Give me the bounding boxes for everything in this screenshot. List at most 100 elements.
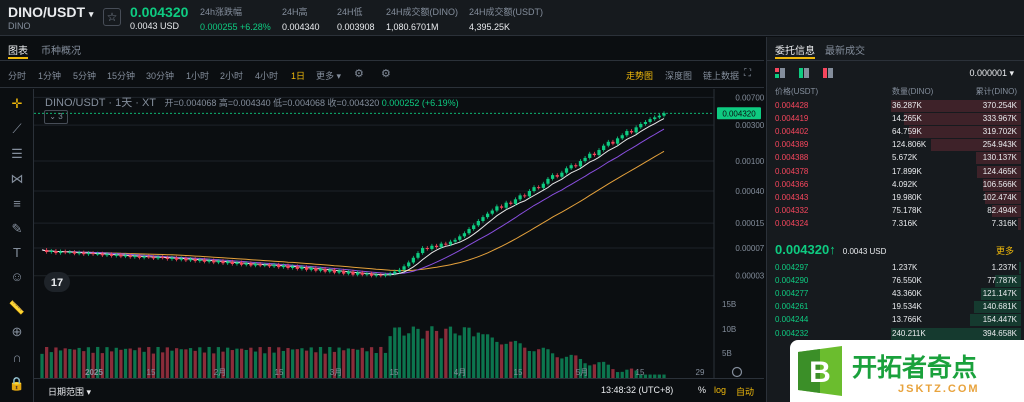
- volume-bar: [142, 351, 146, 378]
- text-icon[interactable]: T: [13, 245, 21, 260]
- ask-row[interactable]: 0.004428 36.287K 370.254K: [767, 99, 1024, 112]
- bid-row[interactable]: 0.004232 240.211K 394.658K: [767, 327, 1024, 340]
- candle-body: [360, 272, 364, 275]
- ask-amount: 5.672K: [892, 153, 918, 163]
- bid-price: 0.004290: [775, 276, 809, 286]
- view-onchain-data[interactable]: 链上数据: [703, 71, 740, 81]
- date-range-selector[interactable]: 日期范围 ▾: [48, 387, 92, 397]
- candle-body: [657, 115, 661, 118]
- candle-body: [564, 168, 569, 173]
- bid-row[interactable]: 0.004290 76.550K 77.787K: [767, 274, 1024, 288]
- interval-line[interactable]: 分时: [8, 71, 27, 81]
- ask-row[interactable]: 0.004366 4.092K 106.566K: [767, 178, 1024, 191]
- interval-4h[interactable]: 4小时: [255, 71, 279, 81]
- ruler-icon[interactable]: 📏: [8, 300, 26, 315]
- ask-row[interactable]: 0.004389 124.806K 254.943K: [767, 138, 1024, 152]
- favorite-star-icon[interactable]: ☆: [103, 8, 121, 26]
- crosshair-icon[interactable]: ✛: [11, 96, 23, 111]
- volume-bar: [444, 328, 448, 378]
- volume-bar: [629, 368, 634, 378]
- interval-15m[interactable]: 15分钟: [107, 71, 136, 81]
- candle-body: [207, 260, 211, 262]
- ma-short-line: [41, 118, 665, 276]
- candle-body: [532, 187, 536, 191]
- interval-5m[interactable]: 5分钟: [73, 71, 97, 81]
- interval-1m[interactable]: 1分钟: [38, 71, 62, 81]
- volume-bar: [476, 332, 480, 378]
- magnet-icon[interactable]: ∩: [12, 350, 22, 365]
- trend-line-icon[interactable]: ⟋: [12, 121, 22, 136]
- settings-gear-icon[interactable]: ⚙: [381, 68, 391, 80]
- ask-amount: 7.316K: [892, 218, 918, 228]
- tab-recent-trades[interactable]: 最新成交: [825, 46, 865, 57]
- asks-only-mode-icon[interactable]: [823, 68, 833, 78]
- pattern-icon[interactable]: ⋈: [10, 171, 24, 186]
- bid-row[interactable]: 0.004297 1.237K 1.237K: [767, 261, 1024, 274]
- ask-row[interactable]: 0.004324 7.316K 7.316K: [767, 217, 1024, 230]
- brush-icon[interactable]: ✎: [11, 221, 23, 236]
- tab-chart[interactable]: 图表: [8, 42, 28, 59]
- indicator-toggle[interactable]: ⌄ 3: [44, 110, 68, 124]
- legend-high: 高=0.004340: [218, 98, 271, 108]
- candle-body: [541, 183, 545, 188]
- ask-row[interactable]: 0.004402 64.759K 319.702K: [767, 125, 1024, 139]
- candle-body: [272, 264, 276, 267]
- ask-row[interactable]: 0.004332 75.178K 82.494K: [767, 204, 1024, 217]
- indicator-settings-icon[interactable]: ⚙: [354, 68, 364, 80]
- interval-1h[interactable]: 1小时: [186, 71, 210, 81]
- ask-row[interactable]: 0.004388 5.672K 130.137K: [767, 151, 1024, 165]
- fullscreen-icon[interactable]: ⛶: [744, 68, 751, 79]
- zoom-in-icon[interactable]: ⊕: [11, 324, 23, 339]
- interval-2h[interactable]: 2小时: [220, 71, 244, 81]
- reset-view-icon[interactable]: [731, 366, 743, 378]
- bid-row[interactable]: 0.004277 43.360K 121.147K: [767, 287, 1024, 301]
- candle-body: [434, 245, 439, 248]
- volume-bar: [356, 349, 360, 378]
- volume-bar: [258, 347, 262, 378]
- interval-30m[interactable]: 30分钟: [146, 71, 175, 81]
- view-trend-chart[interactable]: 走势图: [626, 71, 654, 81]
- tab-coin-info[interactable]: 币种概况: [41, 46, 81, 57]
- precision-selector[interactable]: 0.000001 ▾: [969, 68, 1014, 78]
- candle-body: [444, 243, 448, 245]
- log-scale-toggle[interactable]: log: [714, 385, 727, 395]
- volume-bar: [184, 349, 188, 378]
- fib-icon[interactable]: ≡: [13, 196, 21, 211]
- depth-bar: [909, 126, 1021, 139]
- volume-bar: [267, 346, 272, 378]
- legend-low: 低=0.004068: [273, 98, 325, 108]
- candle-body: [421, 248, 425, 254]
- interval-more[interactable]: 更多 ▾: [316, 71, 342, 81]
- candle-body: [96, 253, 100, 255]
- clock-timezone[interactable]: 13:48:32 (UTC+8): [601, 385, 674, 395]
- interval-1d[interactable]: 1日: [291, 71, 306, 81]
- more-link[interactable]: 更多: [995, 246, 1014, 256]
- view-depth-chart[interactable]: 深度图: [665, 71, 693, 81]
- percent-scale-toggle[interactable]: %: [698, 385, 707, 395]
- volume-bar: [110, 351, 114, 378]
- ask-total: 102.474K: [982, 192, 1017, 202]
- bids-only-mode-icon[interactable]: [799, 68, 809, 78]
- candle-body: [439, 243, 443, 248]
- tab-order-book[interactable]: 委托信息: [775, 42, 815, 59]
- bid-row[interactable]: 0.004261 19.534K 140.681K: [767, 300, 1024, 314]
- both-sides-mode-icon[interactable]: [775, 68, 785, 78]
- bid-row[interactable]: 0.004244 13.766K 154.447K: [767, 313, 1024, 327]
- pair-selector[interactable]: DINO/USDT ▾: [8, 4, 93, 20]
- volume-bar: [277, 347, 281, 378]
- ask-row[interactable]: 0.004419 14.265K 333.967K: [767, 112, 1024, 126]
- volume-bar: [346, 348, 350, 378]
- ask-row[interactable]: 0.004378 17.899K 124.465K: [767, 165, 1024, 178]
- col-price: 价格(USDT): [775, 87, 819, 96]
- emoji-icon[interactable]: ☺: [10, 269, 24, 284]
- ma-long-line: [41, 150, 665, 272]
- candle-body: [188, 259, 193, 261]
- auto-scale-toggle[interactable]: 自动: [736, 387, 755, 397]
- volume-bar: [45, 347, 49, 378]
- lock-icon[interactable]: 🔒: [8, 376, 26, 391]
- horizontal-lines-icon[interactable]: ☰: [11, 146, 23, 161]
- ask-row[interactable]: 0.004343 19.980K 102.474K: [767, 191, 1024, 204]
